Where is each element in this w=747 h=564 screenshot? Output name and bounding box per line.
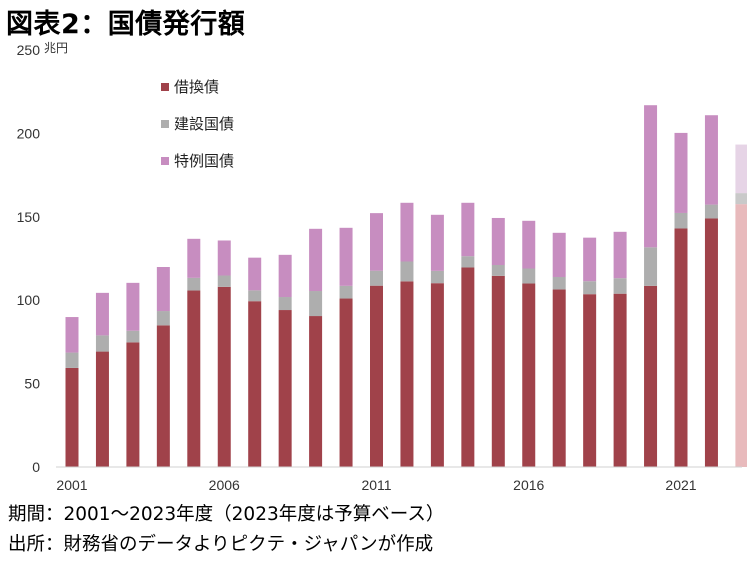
bar-segment [339, 285, 353, 299]
bar-segment [461, 202, 475, 257]
bar-segment [248, 290, 262, 302]
bar-segment [95, 292, 109, 336]
bar-segment [187, 277, 201, 291]
y-tick-label: 0 [32, 459, 40, 475]
bar-segment [339, 298, 353, 467]
bar-segment [370, 270, 383, 286]
y-tick-label: 200 [17, 125, 41, 141]
bar-segment [126, 282, 140, 331]
bar-segment [400, 281, 414, 467]
bar-segment [735, 144, 747, 194]
bar-segment [522, 268, 536, 284]
y-tick-label: 100 [17, 292, 41, 308]
bar-segment [430, 270, 444, 284]
y-axis-ticks: 0 50 100 150 200 250 [17, 42, 41, 475]
x-tick-label: 2021 [665, 477, 696, 493]
legend-label: 建設国債 [174, 115, 234, 133]
source-note: 出所：財務省のデータよりピクテ・ジャパンが作成 [8, 534, 434, 555]
bar-segment [187, 290, 201, 467]
y-tick-label: 250 [17, 42, 41, 58]
x-tick-label: 2011 [361, 477, 391, 493]
bar-segment [430, 283, 444, 467]
bar-segment [704, 218, 718, 467]
bar-segment [491, 265, 505, 276]
bar-segment [491, 217, 505, 266]
bar-segment [674, 212, 688, 229]
bar-segment [552, 289, 566, 467]
bar-segment [644, 285, 658, 467]
bar-segment [339, 227, 353, 286]
bar-segment [309, 291, 323, 317]
bar-segment [278, 310, 292, 467]
bar-segment [583, 281, 597, 295]
legend-swatch [161, 120, 169, 128]
period-note: 期間：2001～2023年度（2023年度は予算ベース） [8, 504, 445, 525]
x-tick-label: 2001 [56, 477, 87, 493]
legend-label: 特例国債 [174, 152, 234, 170]
bar-segment [461, 267, 475, 467]
bar-segment [370, 213, 383, 271]
bar-segment [65, 352, 79, 368]
bar-segment [95, 351, 109, 467]
bar-segment [248, 301, 262, 467]
bar-segment [613, 293, 627, 467]
bar-segment [552, 232, 566, 278]
bar-segment [735, 204, 747, 467]
bar-segment [674, 132, 688, 213]
bar-segment [65, 367, 79, 467]
bar-segment [674, 228, 688, 467]
bar-segment [309, 316, 323, 467]
legend-swatch [161, 83, 169, 91]
bar-segment [644, 247, 658, 286]
bar-segment [156, 325, 170, 467]
bar-segment [522, 220, 536, 269]
bar-segment [430, 214, 444, 271]
x-axis-ticks: 2001 2006 2011 2016 2021 [56, 477, 696, 493]
bar-segment [400, 261, 414, 282]
bar-segment [491, 275, 505, 467]
bar-segment [156, 267, 170, 312]
x-tick-label: 2006 [209, 477, 240, 493]
bar-segment [217, 275, 231, 287]
bar-segment [126, 330, 140, 343]
legend-swatch [161, 157, 169, 165]
bar-segment [644, 105, 658, 248]
y-tick-label: 50 [24, 376, 40, 392]
bar-segment [187, 238, 201, 278]
bar-segment [461, 256, 475, 268]
bar-segment [370, 285, 383, 467]
bar-segment [704, 204, 718, 219]
bar-segment [583, 294, 597, 467]
bar-segment [278, 254, 292, 298]
legend-label: 借換債 [174, 78, 219, 96]
bar-segment [613, 231, 627, 279]
y-axis-unit: 兆円 [44, 41, 68, 55]
x-tick-label: 2016 [513, 477, 544, 493]
bar-segment [278, 297, 292, 311]
bar-segment [552, 277, 566, 290]
bar-segment [248, 257, 262, 291]
bar-segment [522, 283, 536, 467]
bar-segment [309, 228, 323, 292]
bar-segment [156, 311, 170, 326]
chart-title: 図表2：国債発行額 [6, 9, 246, 40]
bar-segment [613, 278, 627, 294]
bar-segment [217, 240, 231, 276]
bar-segment [704, 115, 718, 205]
bar-segment [735, 193, 747, 205]
bars [65, 105, 747, 467]
bar-segment [583, 237, 597, 282]
bar-segment [95, 335, 109, 352]
bar-segment [217, 286, 231, 467]
bar-segment [126, 342, 140, 467]
y-tick-label: 150 [17, 209, 41, 225]
bar-segment [400, 202, 414, 262]
bar-segment [65, 317, 79, 353]
